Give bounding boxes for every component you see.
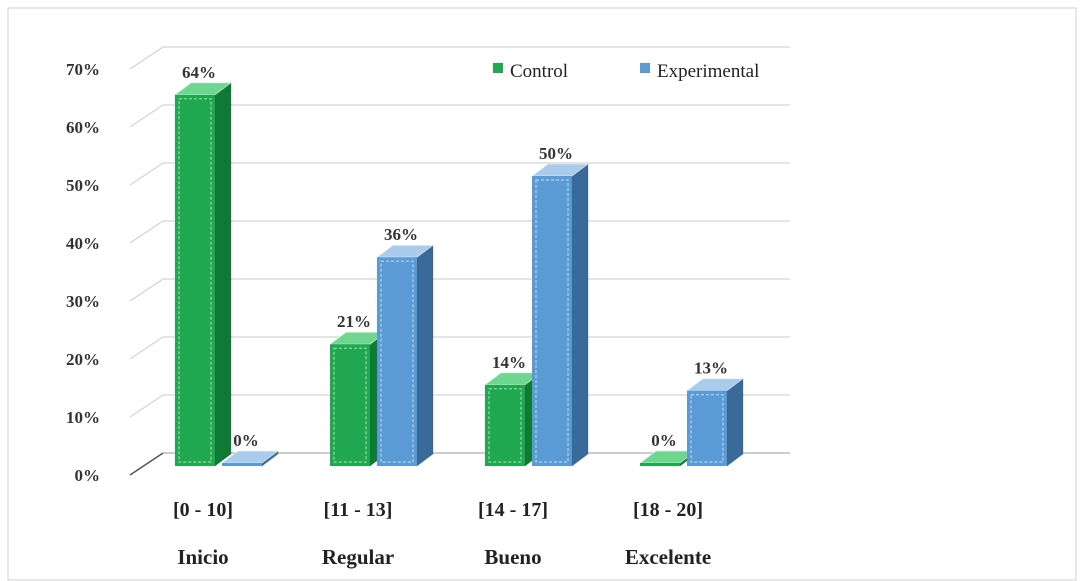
bar-highlight [380, 260, 414, 463]
data-label: 21% [337, 312, 371, 331]
gridline-side [129, 46, 164, 70]
y-tick-label: 0% [75, 466, 101, 485]
data-labels: 64% 0% 21% 36% 14% 50% 0% 13% [182, 63, 728, 450]
gridline-side [129, 220, 164, 244]
x-axis: [0 - 10] Inicio [11 - 13] Regular [14 - 17] B… [173, 499, 711, 569]
y-axis: 0% 10% 20% 30% 40% 50% 60% 70% [66, 60, 100, 485]
x-tick-label-range: [14 - 17] [478, 499, 548, 521]
data-label: 0% [651, 431, 677, 450]
x-tick-label-range: [11 - 13] [324, 499, 393, 521]
legend: Control Experimental [493, 61, 759, 82]
bar-experimental-3 [685, 377, 745, 467]
gridline-side [129, 162, 164, 186]
y-tick-label: 70% [66, 60, 100, 79]
x-tick-label-name: Inicio [177, 545, 228, 569]
y-tick-label: 40% [66, 234, 100, 253]
bar-highlight [488, 388, 522, 463]
bar-experimental-0 [220, 450, 280, 467]
y-tick-label: 60% [66, 118, 100, 137]
x-tick-label-name: Bueno [484, 545, 541, 569]
bars [173, 81, 745, 467]
data-label: 14% [492, 353, 526, 372]
gridline-side [129, 452, 164, 476]
bar-front [687, 390, 727, 466]
x-tick-label-range: [0 - 10] [173, 499, 233, 521]
bar-highlight [690, 394, 724, 463]
bar-highlight [333, 347, 367, 463]
gridline-side [129, 104, 164, 128]
data-label: 0% [233, 431, 259, 450]
y-tick-label: 20% [66, 350, 100, 369]
legend-swatch-control [493, 63, 503, 73]
bar-side [416, 244, 434, 467]
y-tick-label: 10% [66, 408, 100, 427]
gridline-side [129, 394, 164, 418]
bar-experimental-1 [375, 244, 435, 467]
y-tick-label: 50% [66, 176, 100, 195]
bar-front [640, 463, 680, 466]
gridline-side [129, 278, 164, 302]
data-label: 64% [182, 63, 216, 82]
x-tick-label-name: Excelente [625, 545, 711, 569]
legend-label-control: Control [510, 61, 568, 82]
bar-front [532, 176, 572, 466]
bar-front [330, 344, 370, 466]
legend-swatch-experimental [640, 63, 650, 73]
bar-front [485, 384, 525, 466]
y-tick-label: 30% [66, 292, 100, 311]
gridline-side [129, 336, 164, 360]
bar-front [222, 463, 262, 466]
bar-side [571, 163, 589, 467]
data-label: 13% [694, 359, 728, 378]
bar-highlight [178, 98, 212, 463]
legend-label-experimental: Experimental [657, 61, 759, 82]
data-label: 50% [539, 144, 573, 163]
x-tick-label-range: [18 - 20] [633, 499, 703, 521]
bar-side [214, 81, 232, 467]
bar-side [726, 377, 744, 467]
bar-highlight [535, 179, 569, 463]
bar-control-0 [173, 81, 233, 467]
x-tick-label-name: Regular [322, 545, 394, 569]
data-label: 36% [384, 225, 418, 244]
bar-control-2 [483, 371, 543, 467]
bar-experimental-2 [530, 163, 590, 467]
bar-front [377, 257, 417, 466]
bar-front [175, 94, 215, 467]
